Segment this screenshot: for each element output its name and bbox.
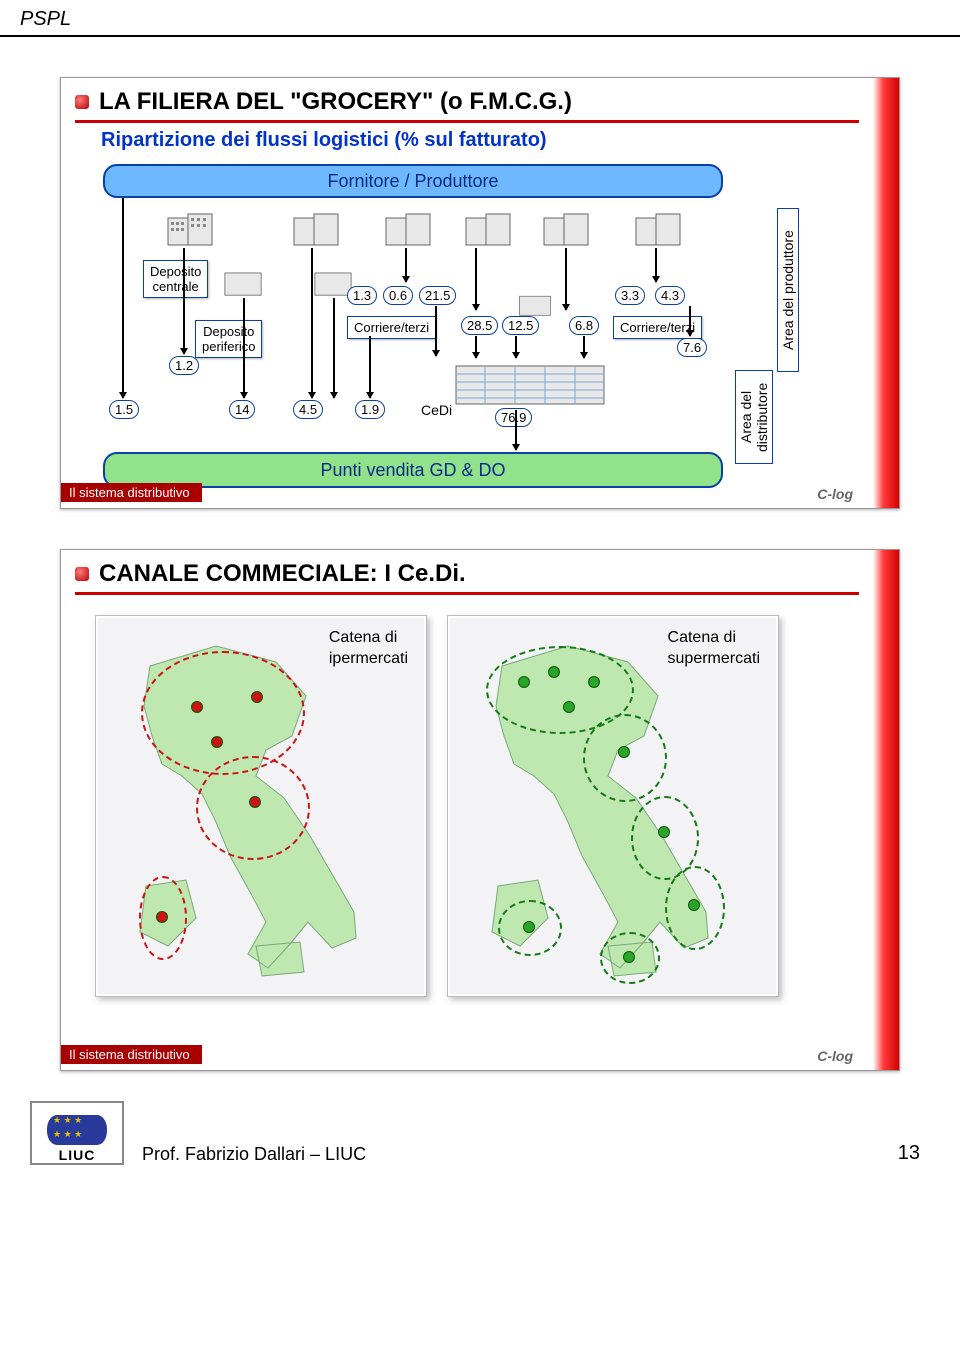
value: 12.5 [502,316,539,335]
distribution-point [211,736,223,748]
label-deposito-periferico: Deposito periferico [195,320,262,358]
distribution-point [518,676,530,688]
arrow [122,198,124,398]
arrow [475,248,477,310]
map-supermercati: Catena di supermercati [447,615,779,997]
distribution-point [588,676,600,688]
building-icon [465,212,511,246]
value: 4.3 [655,286,685,305]
arrow [475,336,477,358]
arrow [243,298,245,398]
building-icon [635,212,681,246]
clog-logo: C-log [817,486,853,502]
bullet-icon [75,567,89,581]
building-icon [167,212,213,246]
arrow [515,410,517,450]
value: 1.5 [109,400,139,419]
warehouse-icon [455,360,605,408]
arrow [311,248,313,398]
side-produttore: Area del produttore [777,208,799,372]
map-row: Catena di ipermercati Catena di supermer… [95,615,859,997]
page-header: PSPL [0,0,960,37]
value: 28.5 [461,316,498,335]
value: 4.5 [293,400,323,419]
distribution-point [623,951,635,963]
value: 76.9 [495,408,532,427]
distribution-point [563,701,575,713]
arrow [565,248,567,310]
label-cedi: CeDi [421,402,452,418]
slide-footer-tag: Il sistema distributivo [61,483,202,502]
title-row: CANALE COMMECIALE: I Ce.Di. [75,560,859,595]
building-icon [293,212,339,246]
distribution-point [251,691,263,703]
distribution-point [191,701,203,713]
distribution-point [688,899,700,911]
value: 0.6 [383,286,413,305]
bullet-icon [75,95,89,109]
value: 1.2 [169,356,199,375]
value: 7.6 [677,338,707,357]
value: 1.9 [355,400,385,419]
arrow [655,248,657,282]
value: 1.3 [347,286,377,305]
arrow [435,306,437,356]
arrow [183,248,185,354]
label-deposito-centrale: Deposito centrale [143,260,208,298]
arrow [405,248,407,282]
slide2-title: CANALE COMMECIALE: I Ce.Di. [99,560,466,588]
building-icon [543,212,589,246]
distribution-point [156,911,168,923]
page: PSPL LA FILIERA DEL "GROCERY" (o F.M.C.G… [0,0,960,1185]
side-distributore: Area del distributore [735,370,773,464]
slide1-subtitle: Ripartizione dei flussi logistici (% sul… [101,129,859,152]
slide-red-stripe [873,550,899,1070]
building-icon [223,268,263,296]
slide-footer-tag: Il sistema distributivo [61,1045,202,1064]
arrow [515,336,517,358]
slide1-title: LA FILIERA DEL "GROCERY" (o F.M.C.G.) [99,88,572,116]
value: 3.3 [615,286,645,305]
arrow [333,298,335,398]
map-ipermercati: Catena di ipermercati [95,615,427,997]
page-footer: LIUC Prof. Fabrizio Dallari – LIUC 13 [0,1091,960,1185]
liuc-logo: LIUC [30,1101,124,1165]
value: 6.8 [569,316,599,335]
arrow [369,336,371,398]
distribution-point [249,796,261,808]
slide-red-stripe [873,78,899,508]
building-icon [385,212,431,246]
flow-diagram: Fornitore / Produttore Punti vendita GD … [75,160,855,490]
page-number: 13 [898,1142,920,1165]
arrow [689,306,691,336]
label-corriere-1: Corriere/terzi [347,316,436,339]
distribution-point [548,666,560,678]
clog-logo: C-log [817,1048,853,1064]
prof-name: Prof. Fabrizio Dallari – LIUC [142,1144,366,1165]
value: 21.5 [419,286,456,305]
distribution-point [658,826,670,838]
coverage-circle [196,756,310,860]
coverage-circle [583,714,667,802]
value: 14 [229,400,255,419]
slide-1: LA FILIERA DEL "GROCERY" (o F.M.C.G.) Ri… [60,77,900,509]
arrow [583,336,585,358]
building-icon [515,292,555,316]
distribution-point [523,921,535,933]
coverage-circle [141,651,305,775]
slide-2: CANALE COMMECIALE: I Ce.Di. Catena di ip… [60,549,900,1071]
distribution-point [618,746,630,758]
top-band: Fornitore / Produttore [103,164,723,198]
title-row: LA FILIERA DEL "GROCERY" (o F.M.C.G.) [75,88,859,123]
